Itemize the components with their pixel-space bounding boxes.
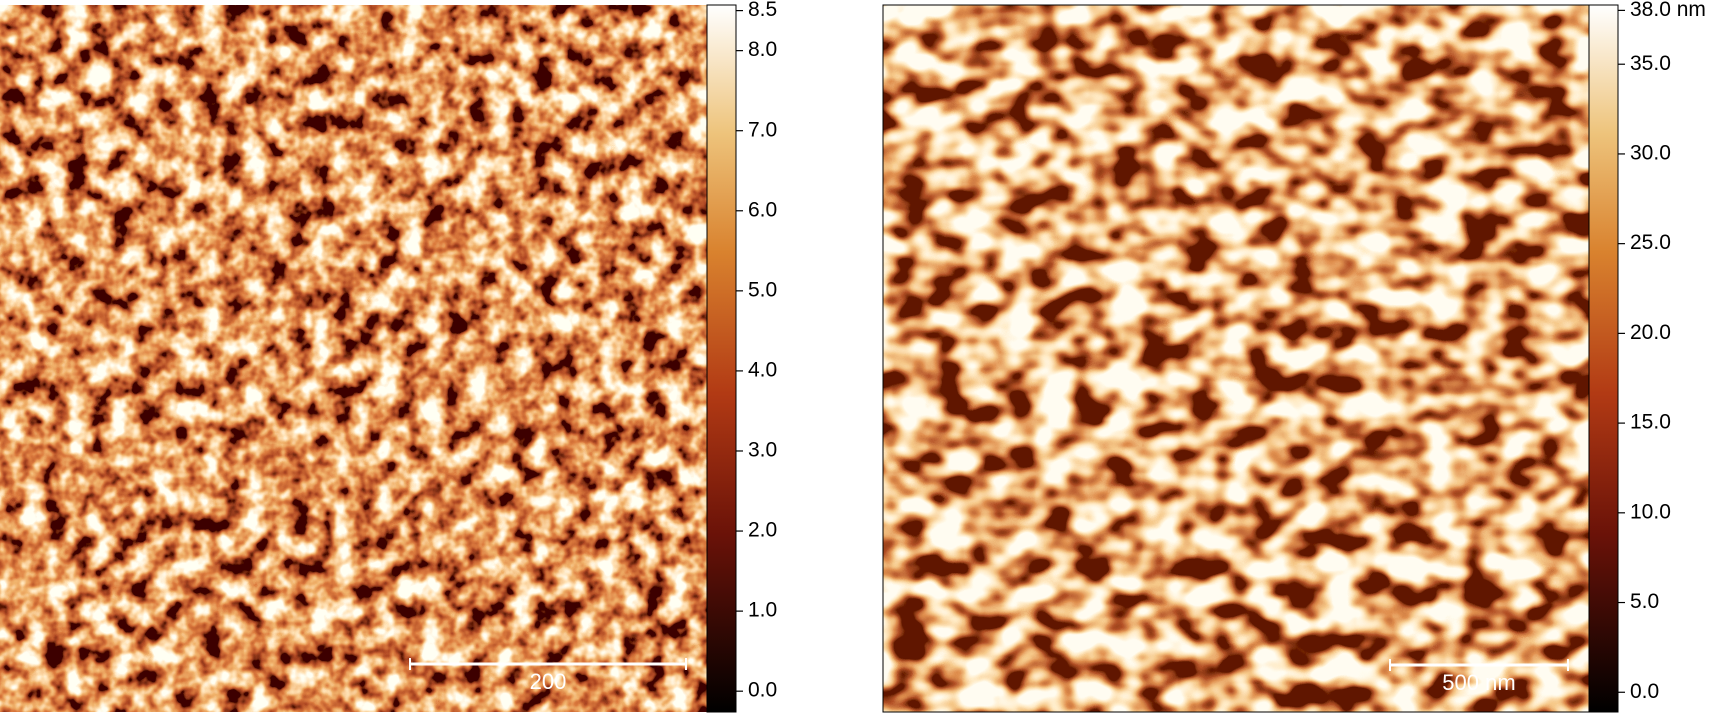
tick-label: 5.0: [748, 278, 777, 301]
scale-bar-label: 200: [530, 669, 567, 694]
tick-label: 35.0: [1630, 52, 1671, 75]
tick-label: 38.0 nm: [1630, 0, 1706, 21]
tick-label: 0.0: [748, 679, 777, 702]
tick-label: 2.0: [748, 519, 777, 542]
colorbar: [1588, 4, 1619, 713]
colorbar: [706, 4, 737, 713]
scale-bar-label: 500 nm: [1442, 670, 1515, 695]
tick-label: 0.0: [1630, 680, 1659, 703]
tick-label: 30.0: [1630, 141, 1671, 164]
tick-label: 5.0: [1630, 590, 1659, 613]
tick-label: 4.0: [748, 358, 777, 381]
tick-label: 3.0: [748, 439, 777, 462]
tick-label: 8.0: [748, 38, 777, 61]
tick-label: 7.0: [748, 118, 777, 141]
afm-image: [0, 5, 707, 712]
tick-label: 8.5: [748, 0, 777, 21]
tick-label: 15.0: [1630, 411, 1671, 434]
tick-label: 10.0: [1630, 500, 1671, 523]
tick-label: 20.0: [1630, 321, 1671, 344]
tick-label: 1.0: [748, 599, 777, 622]
afm-image: [883, 5, 1589, 712]
tick-label: 6.0: [748, 198, 777, 221]
tick-label: 25.0: [1630, 231, 1671, 254]
